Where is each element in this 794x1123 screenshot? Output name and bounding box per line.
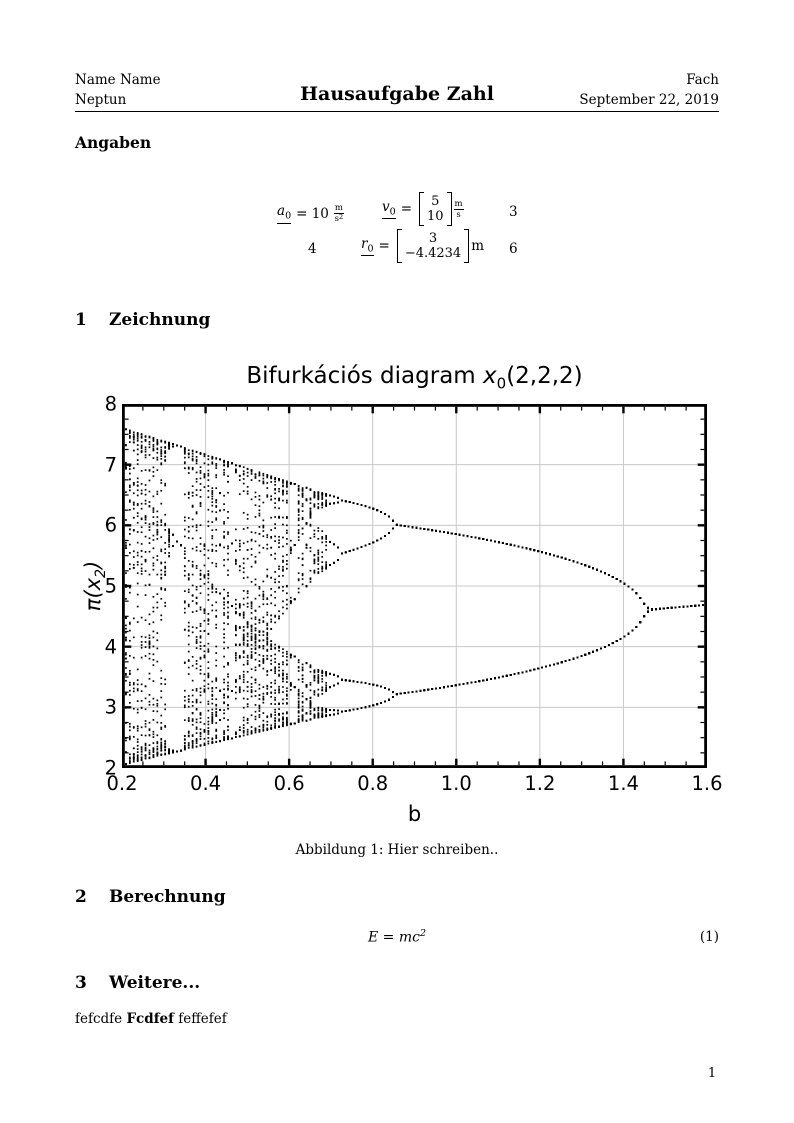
x-tick-label: 0.4 bbox=[190, 772, 222, 795]
unit-m: m bbox=[471, 238, 485, 254]
page-title: Hausaufgabe Zahl bbox=[300, 83, 494, 105]
bifurcation-plot-canvas bbox=[122, 404, 707, 768]
section-number: 3 bbox=[75, 973, 87, 993]
vector-symbol-v0: v0 bbox=[382, 198, 396, 220]
y-axis-label: π(x2) bbox=[80, 560, 110, 612]
x-tick-label: 0.6 bbox=[273, 772, 305, 795]
section-2-heading: 2 Berechnung bbox=[75, 887, 226, 907]
equation-v0: v0 = 5 10 m s bbox=[382, 192, 469, 226]
section-3-heading: 3 Weitere... bbox=[75, 973, 200, 993]
equals-sign: = bbox=[400, 201, 412, 217]
v0-y: 10 bbox=[427, 209, 444, 224]
right-bracket bbox=[446, 192, 452, 226]
section-title: Berechnung bbox=[109, 887, 226, 907]
equation-a0: a0 = 10 m s2 bbox=[277, 203, 349, 224]
page-number: 1 bbox=[707, 1066, 717, 1081]
header-left: Name Name Neptun bbox=[75, 70, 161, 110]
y-tick-label: 8 bbox=[104, 392, 117, 416]
section-number: 1 bbox=[75, 310, 87, 330]
unit-m-per-s: m s bbox=[453, 198, 464, 220]
header-right: Fach September 22, 2019 bbox=[579, 70, 719, 110]
x-axis-label: b bbox=[407, 802, 422, 826]
section-number: 2 bbox=[75, 887, 87, 907]
y-tick-label: 6 bbox=[104, 513, 117, 537]
v0-column-vector: 5 10 bbox=[419, 192, 452, 226]
r0-x: 3 bbox=[428, 231, 438, 246]
neptun-code: Neptun bbox=[75, 92, 127, 108]
a0-value: = 10 bbox=[296, 205, 329, 222]
section-1-heading: 1 Zeichnung bbox=[75, 310, 210, 330]
section-title: Weitere... bbox=[109, 973, 201, 993]
y-tick-label: 7 bbox=[104, 453, 117, 477]
figure-caption: Abbildung 1: Hier schreiben.. bbox=[295, 842, 499, 858]
header-rule bbox=[75, 111, 719, 113]
right-bracket bbox=[464, 229, 470, 263]
x-tick-label: 1.2 bbox=[524, 772, 556, 795]
vector-symbol-a0: a0 bbox=[277, 203, 292, 224]
v0-x: 5 bbox=[431, 194, 440, 209]
body-paragraph: fefcdfe Fcdfef feffefef bbox=[75, 1011, 227, 1027]
y-tick-label: 3 bbox=[104, 695, 117, 719]
unit-m-per-s2: m s2 bbox=[333, 203, 344, 224]
chart-title: Bifurkációs diagram x0(2,2,2) bbox=[246, 363, 583, 393]
x-tick-label: 1.4 bbox=[607, 772, 639, 795]
stray-number-4: 4 bbox=[308, 241, 317, 257]
equation-r0: r0 = 3 −4.4234 m bbox=[361, 229, 489, 263]
display-equation-emc2: E = mc2 bbox=[367, 928, 426, 946]
stray-number-3: 3 bbox=[509, 204, 518, 220]
stray-number-6: 6 bbox=[509, 241, 518, 257]
x-tick-label: 0.2 bbox=[106, 772, 138, 795]
equation-tag: (1) bbox=[699, 929, 719, 945]
section-title: Zeichnung bbox=[109, 310, 211, 330]
equals-sign: = bbox=[378, 238, 390, 254]
x-tick-label: 0.8 bbox=[357, 772, 389, 795]
angaben-heading: Angaben bbox=[75, 133, 152, 152]
subject: Fach bbox=[686, 72, 719, 88]
author-name: Name Name bbox=[75, 72, 161, 88]
left-bracket bbox=[419, 192, 424, 226]
date: September 22, 2019 bbox=[579, 92, 719, 108]
y-tick-label: 2 bbox=[104, 756, 117, 780]
x-tick-label: 1.0 bbox=[440, 772, 472, 795]
r0-column-vector: 3 −4.4234 bbox=[396, 229, 470, 263]
x-tick-label: 1.6 bbox=[691, 772, 723, 795]
vector-symbol-r0: r0 bbox=[361, 235, 374, 257]
r0-y: −4.4234 bbox=[404, 246, 462, 261]
y-tick-label: 5 bbox=[104, 574, 117, 598]
left-bracket bbox=[396, 229, 402, 263]
y-tick-label: 4 bbox=[104, 635, 117, 659]
